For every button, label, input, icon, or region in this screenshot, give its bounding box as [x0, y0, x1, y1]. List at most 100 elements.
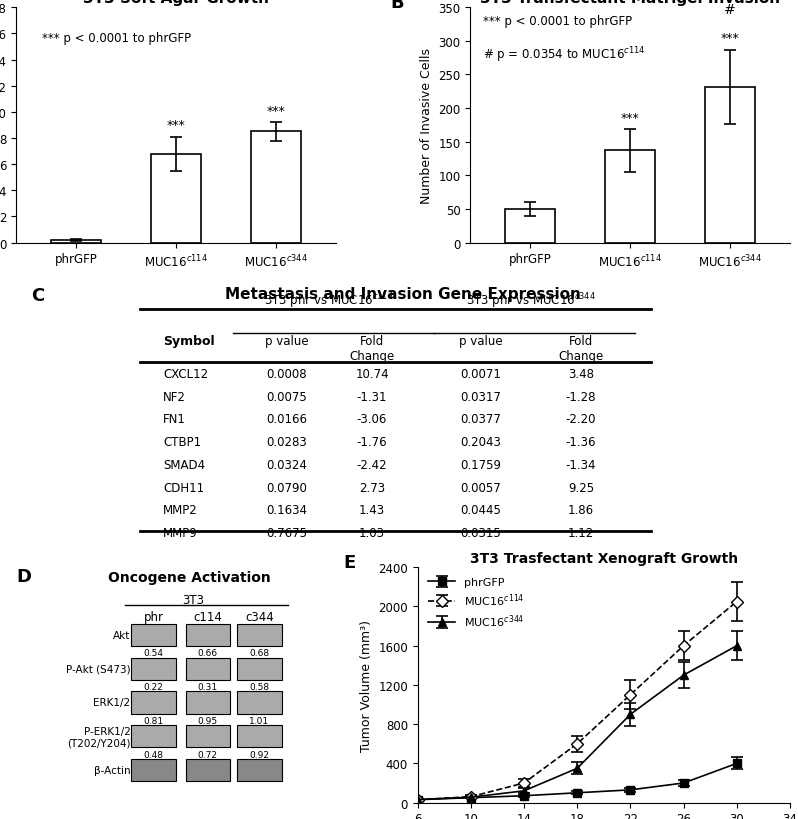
- Y-axis label: Tumor Volume (mm³): Tumor Volume (mm³): [360, 619, 373, 751]
- Text: 0.66: 0.66: [198, 649, 218, 658]
- Text: Fold
Change: Fold Change: [350, 335, 395, 363]
- Bar: [505, 210, 555, 243]
- Text: ***: ***: [621, 111, 639, 124]
- Bar: [237, 726, 282, 748]
- Text: CXCL12: CXCL12: [163, 368, 208, 381]
- Text: c344: c344: [245, 610, 274, 622]
- Text: MMP2: MMP2: [163, 504, 198, 517]
- Text: 0.68: 0.68: [249, 649, 270, 658]
- Bar: [251, 133, 301, 243]
- Text: 0.58: 0.58: [249, 682, 270, 691]
- Title: 3T3 Trasfectant Xenograft Growth: 3T3 Trasfectant Xenograft Growth: [470, 551, 738, 565]
- Text: 1.03: 1.03: [359, 527, 385, 540]
- Text: Akt: Akt: [113, 630, 131, 640]
- Bar: [186, 658, 230, 680]
- Text: 0.0008: 0.0008: [267, 368, 307, 381]
- Bar: [186, 691, 230, 713]
- Bar: [186, 759, 230, 781]
- Text: 0.0071: 0.0071: [460, 368, 501, 381]
- Bar: [131, 624, 176, 646]
- Bar: [705, 88, 755, 243]
- Text: 0.0166: 0.0166: [267, 413, 307, 426]
- Text: 0.7675: 0.7675: [267, 527, 307, 540]
- Text: -1.34: -1.34: [566, 459, 596, 471]
- Text: 0.95: 0.95: [198, 716, 218, 725]
- Bar: [237, 759, 282, 781]
- Text: 0.0057: 0.0057: [460, 481, 501, 494]
- Text: #: #: [724, 3, 736, 17]
- Text: C: C: [31, 287, 45, 305]
- Text: ***: ***: [721, 32, 740, 45]
- Text: phr: phr: [144, 610, 164, 622]
- Text: 0.72: 0.72: [198, 750, 218, 759]
- Text: CTBP1: CTBP1: [163, 436, 201, 449]
- Text: 1.86: 1.86: [568, 504, 594, 517]
- Text: c114: c114: [193, 610, 223, 622]
- Text: 1.12: 1.12: [568, 527, 595, 540]
- Text: 9.25: 9.25: [568, 481, 594, 494]
- Text: 0.0283: 0.0283: [267, 436, 307, 449]
- Bar: [131, 658, 176, 680]
- Text: E: E: [343, 554, 355, 572]
- Text: Symbol: Symbol: [163, 335, 215, 348]
- Bar: [605, 152, 655, 243]
- Title: 3T3 Transfectant Matrigel Invasion: 3T3 Transfectant Matrigel Invasion: [480, 0, 780, 6]
- Text: P-Akt (S473): P-Akt (S473): [66, 663, 131, 674]
- Text: -3.06: -3.06: [357, 413, 387, 426]
- Text: p value: p value: [265, 335, 309, 348]
- Text: ***: ***: [267, 105, 285, 118]
- Text: 0.92: 0.92: [250, 750, 270, 759]
- Text: *** p < 0.0001 to phrGFP: *** p < 0.0001 to phrGFP: [483, 16, 632, 28]
- Text: 2.73: 2.73: [359, 481, 385, 494]
- Text: 10.74: 10.74: [355, 368, 389, 381]
- Text: 3T3 phr vs MUC16$^{c344}$: 3T3 phr vs MUC16$^{c344}$: [466, 292, 595, 311]
- Text: 0.0790: 0.0790: [267, 481, 307, 494]
- Text: *** p < 0.0001 to phrGFP: *** p < 0.0001 to phrGFP: [41, 32, 191, 45]
- Text: SMAD4: SMAD4: [163, 459, 205, 471]
- Text: FN1: FN1: [163, 413, 186, 426]
- Text: -2.42: -2.42: [357, 459, 387, 471]
- Text: 3T3 phr vs MUC16$^{c114}$: 3T3 phr vs MUC16$^{c114}$: [264, 292, 394, 311]
- Bar: [186, 726, 230, 748]
- Text: -1.31: -1.31: [357, 391, 387, 403]
- Text: # p = 0.0354 to MUC16$^{c114}$: # p = 0.0354 to MUC16$^{c114}$: [483, 46, 646, 66]
- Title: 3T3 Soft Agar Growth: 3T3 Soft Agar Growth: [83, 0, 269, 6]
- Text: -2.20: -2.20: [566, 413, 596, 426]
- Bar: [186, 624, 230, 646]
- Text: P-ERK1/2
(T202/Y204): P-ERK1/2 (T202/Y204): [67, 726, 131, 747]
- Text: B: B: [390, 0, 404, 12]
- Legend: phrGFP, MUC16$^{c114}$, MUC16$^{c344}$: phrGFP, MUC16$^{c114}$, MUC16$^{c344}$: [423, 573, 529, 634]
- Text: 0.0324: 0.0324: [267, 459, 307, 471]
- Text: D: D: [16, 568, 31, 586]
- Text: -1.36: -1.36: [566, 436, 596, 449]
- Text: 1.01: 1.01: [249, 716, 270, 725]
- Bar: [151, 155, 201, 243]
- Text: ***: ***: [167, 120, 185, 133]
- Bar: [131, 759, 176, 781]
- Bar: [51, 241, 101, 243]
- Text: 3.48: 3.48: [568, 368, 594, 381]
- Text: MMP9: MMP9: [163, 527, 198, 540]
- Text: 0.1634: 0.1634: [267, 504, 307, 517]
- Text: -1.76: -1.76: [357, 436, 387, 449]
- Text: 0.1759: 0.1759: [460, 459, 501, 471]
- Bar: [131, 691, 176, 713]
- Text: 0.0377: 0.0377: [460, 413, 501, 426]
- Text: ERK1/2: ERK1/2: [93, 698, 131, 708]
- Text: NF2: NF2: [163, 391, 186, 403]
- Text: 0.0075: 0.0075: [267, 391, 307, 403]
- Bar: [131, 726, 176, 748]
- Text: 0.0445: 0.0445: [460, 504, 501, 517]
- Text: 0.48: 0.48: [144, 750, 164, 759]
- Text: 0.31: 0.31: [198, 682, 218, 691]
- Text: CDH11: CDH11: [163, 481, 204, 494]
- Text: 3T3: 3T3: [183, 593, 204, 606]
- Text: 0.54: 0.54: [144, 649, 164, 658]
- Text: 1.43: 1.43: [359, 504, 385, 517]
- Text: Fold
Change: Fold Change: [559, 335, 603, 363]
- Text: 0.22: 0.22: [144, 682, 164, 691]
- Text: 0.81: 0.81: [144, 716, 164, 725]
- Bar: [237, 691, 282, 713]
- Text: -1.28: -1.28: [566, 391, 596, 403]
- Text: 0.2043: 0.2043: [460, 436, 501, 449]
